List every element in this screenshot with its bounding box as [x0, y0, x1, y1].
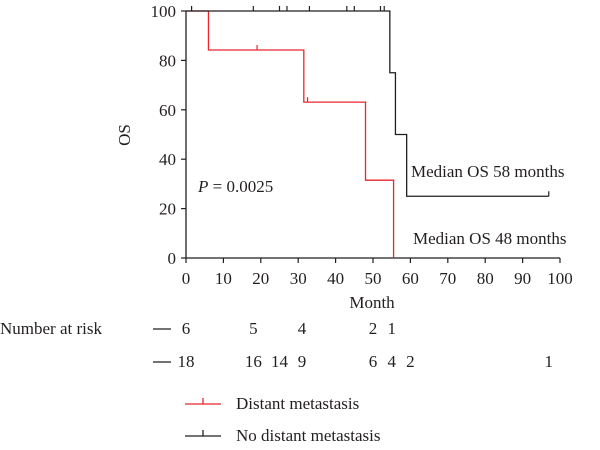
x-tick-label: 60: [402, 269, 419, 288]
median-os-annotation-no-metastasis: Median OS 58 months: [411, 162, 564, 181]
survival-curves: [186, 6, 550, 258]
median-os-annotation-metastasis: Median OS 48 months: [413, 229, 566, 248]
x-tick-label: 100: [547, 269, 573, 288]
risk-table-title: Number at risk: [0, 319, 102, 338]
p-value-text: P = 0.0025: [197, 177, 273, 196]
x-tick-label: 0: [182, 269, 191, 288]
y-tick-label: 80: [159, 51, 176, 70]
risk-count: 5: [249, 319, 258, 338]
x-axis-label: Month: [349, 293, 395, 312]
risk-count: 1: [545, 352, 554, 371]
legend-label-distant-metastasis: Distant metastasis: [236, 394, 359, 413]
p-value-number: = 0.0025: [208, 177, 273, 196]
legend-item-no-distant-metastasis: No distant metastasis: [185, 426, 380, 445]
y-tick-label: 60: [159, 101, 176, 120]
risk-count: 9: [298, 352, 307, 371]
x-tick-label: 20: [252, 269, 269, 288]
survival-curve-no-distant-metastasis: [186, 10, 549, 197]
x-tick-label: 70: [439, 269, 456, 288]
legend-label-no-distant-metastasis: No distant metastasis: [236, 426, 380, 445]
x-tick-label: 50: [365, 269, 382, 288]
y-tick-label: 0: [168, 249, 177, 268]
y-tick-label: 20: [159, 200, 176, 219]
risk-count: 1: [387, 319, 396, 338]
x-tick-label: 80: [477, 269, 494, 288]
x-tick-label: 30: [290, 269, 307, 288]
survival-curve-distant-metastasis: [186, 10, 395, 258]
axes: 0 20 40 60 80 100 0 10 20 30 40 50 60 70 80 90 100: [151, 2, 573, 288]
risk-count: 2: [406, 352, 415, 371]
x-tick-label: 90: [514, 269, 531, 288]
legend-item-distant-metastasis: Distant metastasis: [185, 394, 359, 413]
y-tick-label: 40: [159, 150, 176, 169]
risk-count: 6: [182, 319, 191, 338]
y-tick-label: 100: [151, 2, 177, 21]
legend: Distant metastasis No distant metastasis: [185, 394, 380, 445]
x-tick-label: 40: [327, 269, 344, 288]
x-tick-label: 10: [215, 269, 232, 288]
risk-count: 4: [298, 319, 307, 338]
y-axis-label: OS: [115, 124, 134, 146]
risk-count: 16: [245, 352, 262, 371]
risk-count: 6: [369, 352, 378, 371]
risk-count: 18: [178, 352, 195, 371]
risk-count: 4: [387, 352, 396, 371]
risk-table: 6 5 4 2 118 16 14 9 6 4 2 1: [153, 319, 553, 371]
risk-count: 2: [369, 319, 378, 338]
risk-count: 14: [271, 352, 289, 371]
p-value-letter: P: [197, 177, 208, 196]
